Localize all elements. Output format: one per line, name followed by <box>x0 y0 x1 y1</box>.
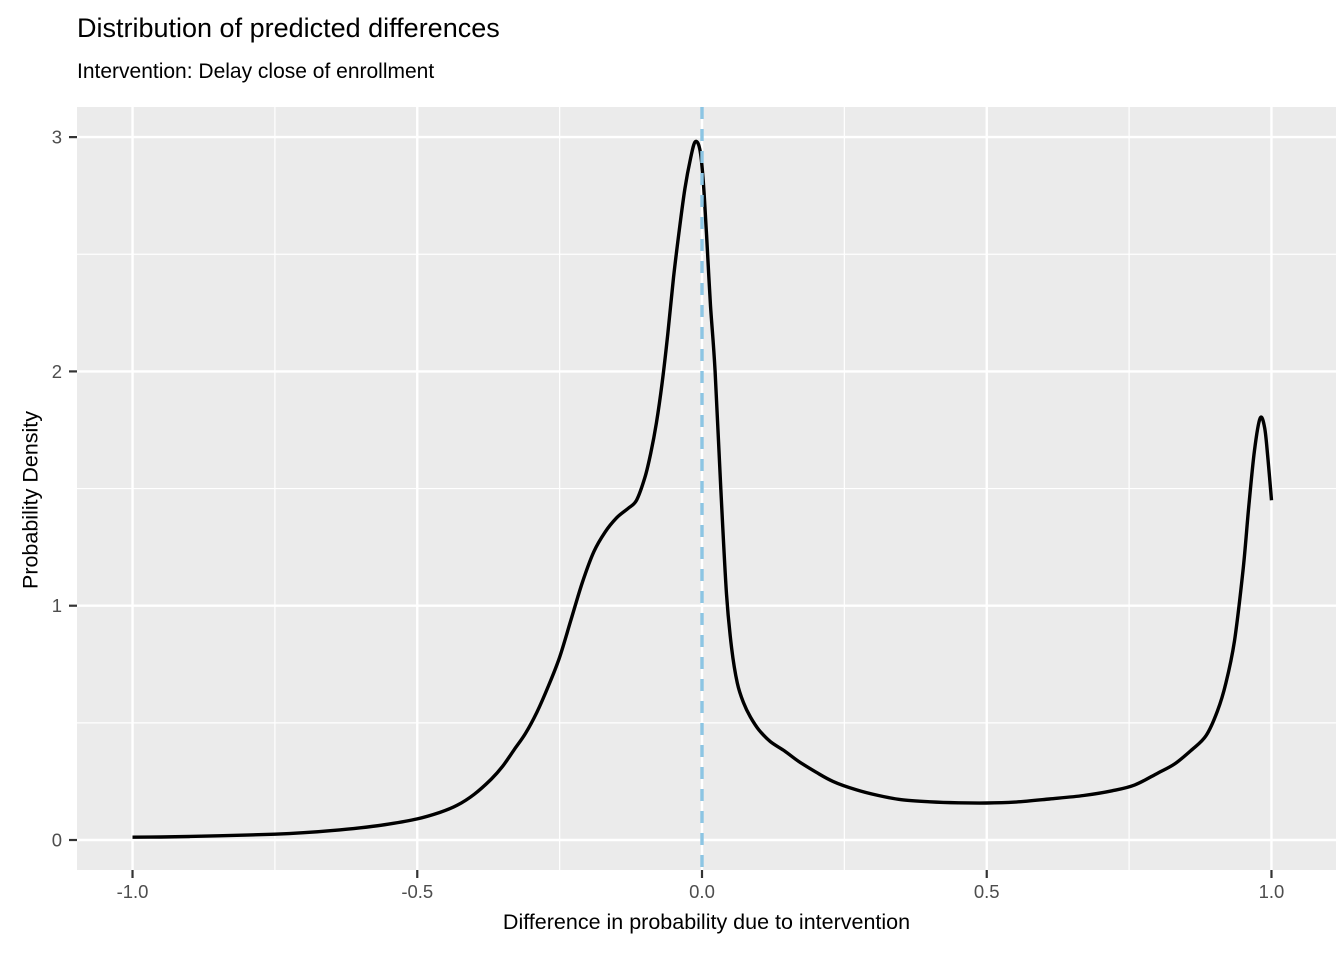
x-tick-label: 0.5 <box>974 881 1000 902</box>
plot-title: Distribution of predicted differences <box>77 13 500 43</box>
density-curve <box>132 139 1274 839</box>
plot-subtitle: Intervention: Delay close of enrollment <box>77 60 435 83</box>
y-axis-title: Probability Density <box>18 410 43 590</box>
x-tick-label: 1.0 <box>1259 881 1285 902</box>
x-tick-label: 0.0 <box>689 881 715 902</box>
y-tick-label: 0 <box>52 830 62 851</box>
x-tick-label: -0.5 <box>401 881 433 902</box>
x-axis-title: Difference in probability due to interve… <box>502 910 911 934</box>
x-tick-label: -1.0 <box>117 881 149 902</box>
x-tick-labels: -1.0 -0.5 0.0 0.5 1.0 <box>117 881 1285 902</box>
y-tick-label: 1 <box>52 595 62 616</box>
y-tick-label: 2 <box>52 361 62 382</box>
minor-gridlines <box>77 107 1336 870</box>
axis-tick-marks <box>69 136 1273 878</box>
y-tick-label: 3 <box>52 127 62 148</box>
y-tick-labels: 0 1 2 3 <box>52 127 62 851</box>
